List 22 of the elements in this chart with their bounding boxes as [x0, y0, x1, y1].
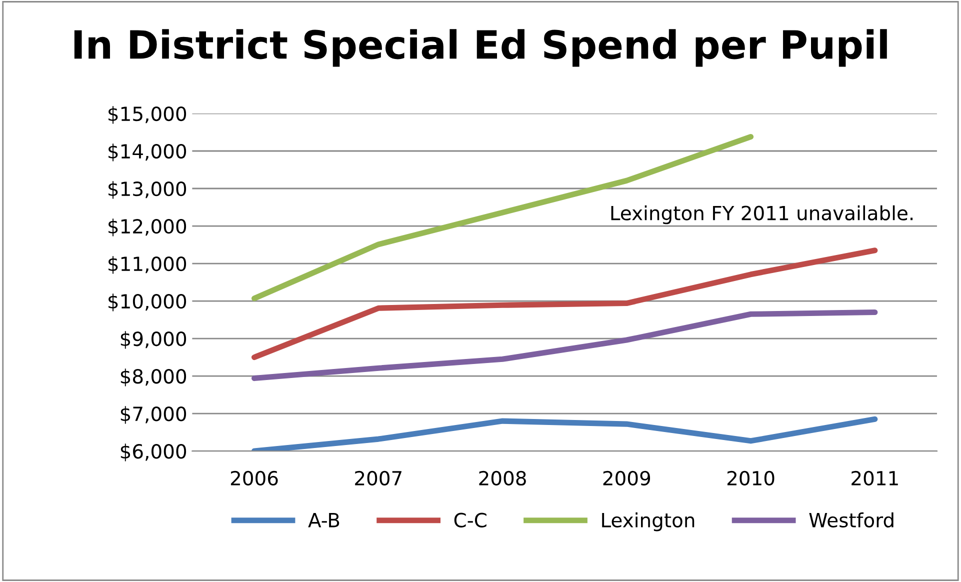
x-tick-label: 2010	[727, 470, 774, 486]
y-tick-label: $7,000	[120, 406, 186, 424]
y-tick-label: $8,000	[120, 368, 186, 386]
y-tick-label: $14,000	[108, 144, 186, 162]
x-tick-label: 2007	[355, 470, 402, 486]
x-tick-label: 2006	[230, 470, 278, 486]
x-tick-label: 2009	[603, 470, 650, 486]
legend-label: C-C	[454, 512, 486, 528]
annotation: Lexington FY 2011 unavailable.	[611, 205, 913, 224]
x-tick-label: 2008	[479, 470, 526, 486]
y-tick-label: $15,000	[108, 106, 186, 124]
legend-label: A-B	[308, 513, 340, 528]
legend-label: Lexington	[602, 512, 694, 532]
y-tick-label: $9,000	[120, 331, 186, 349]
y-tick-label: $13,000	[108, 181, 186, 199]
chart-title: In District Special Ed Spend per Pupil	[74, 29, 887, 67]
y-tick-label: $6,000	[120, 444, 186, 462]
x-tick-label: 2011	[852, 470, 898, 486]
y-tick-label: $11,000	[108, 256, 186, 274]
y-tick-label: $12,000	[108, 218, 186, 236]
legend-label: Westford	[809, 512, 894, 528]
y-tick-label: $10,000	[108, 294, 186, 312]
